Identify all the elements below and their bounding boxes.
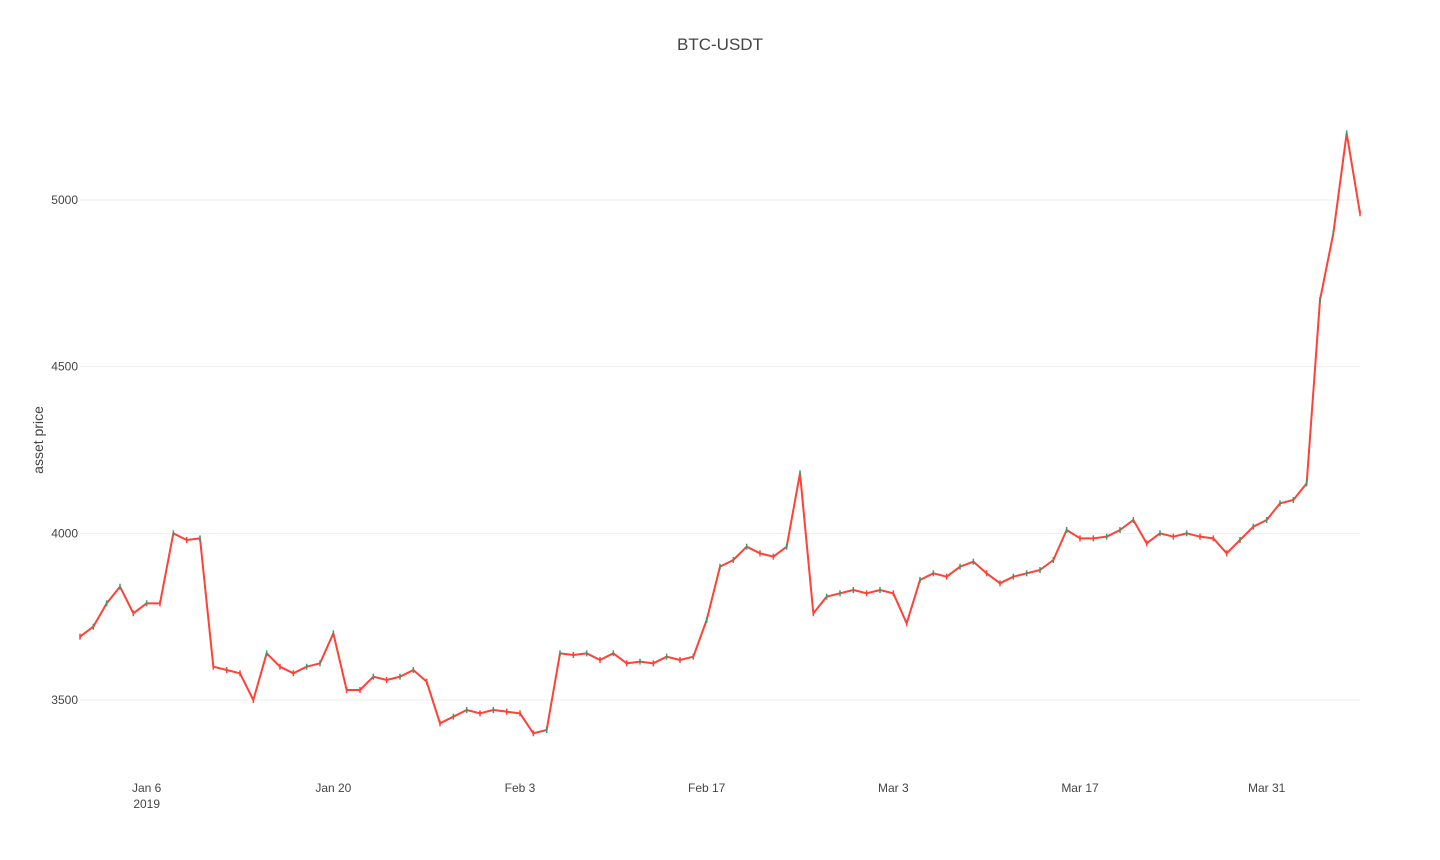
- y-axis-title: asset price: [30, 406, 46, 474]
- y-tick-label: 3500: [51, 693, 78, 707]
- x-tick-label: Feb 17: [688, 781, 726, 795]
- price-line: [79, 132, 1361, 735]
- y-tick-label: 4500: [51, 360, 78, 374]
- y-tick-label: 5000: [51, 193, 78, 207]
- x-tick-label: Feb 3: [505, 781, 536, 795]
- x-tick-label: Jan 20: [315, 781, 351, 795]
- grid-layer: [80, 199, 1360, 701]
- x-tick-label: Mar 31: [1248, 781, 1286, 795]
- y-axis-ticks: 3500 4000 4500 5000: [51, 193, 78, 707]
- y-tick-label: 4000: [51, 526, 78, 540]
- x-axis-ticks: Jan 6 2019 Jan 20 Feb 3 Feb 17 Mar 3 Mar 17 Mar…: [132, 781, 1286, 811]
- x-tick-label: Jan 6: [132, 781, 162, 795]
- x-tick-label: Mar 17: [1061, 781, 1099, 795]
- x-tick-year-label: 2019: [133, 797, 160, 811]
- x-tick-label: Mar 3: [878, 781, 909, 795]
- chart-title: BTC-USDT: [677, 35, 763, 54]
- series-layer: [79, 130, 1361, 737]
